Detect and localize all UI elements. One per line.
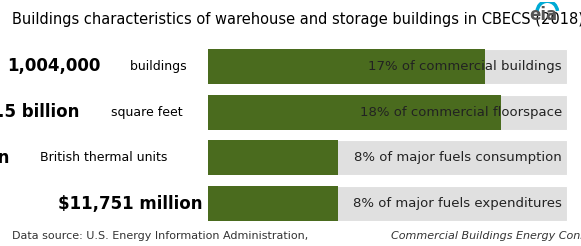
- Bar: [208, 84, 566, 89]
- Bar: [208, 140, 566, 175]
- Text: square feet: square feet: [107, 106, 182, 119]
- Text: Commercial Buildings Energy Consumption Survey: Commercial Buildings Energy Consumption …: [390, 231, 581, 241]
- Text: eia: eia: [529, 6, 557, 24]
- Bar: [208, 186, 566, 221]
- Bar: [208, 140, 338, 175]
- Bar: [208, 95, 501, 130]
- Bar: [208, 49, 485, 84]
- Text: 8% of major fuels expenditures: 8% of major fuels expenditures: [353, 197, 562, 210]
- Bar: [208, 95, 566, 130]
- Text: 18% of commercial floorspace: 18% of commercial floorspace: [360, 106, 562, 119]
- Bar: [208, 186, 338, 221]
- Text: Data source: U.S. Energy Information Administration,: Data source: U.S. Energy Information Adm…: [12, 231, 311, 241]
- Bar: [208, 49, 566, 84]
- Text: buildings: buildings: [125, 60, 186, 73]
- Text: 17.5 billion: 17.5 billion: [0, 103, 79, 121]
- Text: 528 trillion: 528 trillion: [0, 149, 9, 167]
- Text: British thermal units: British thermal units: [36, 152, 167, 165]
- Text: $11,751 million: $11,751 million: [58, 195, 202, 213]
- Text: 8% of major fuels consumption: 8% of major fuels consumption: [354, 152, 562, 165]
- Text: 17% of commercial buildings: 17% of commercial buildings: [368, 60, 562, 73]
- Text: 1,004,000: 1,004,000: [8, 57, 101, 75]
- Bar: [208, 175, 566, 180]
- Text: Buildings characteristics of warehouse and storage buildings in CBECS (2018): Buildings characteristics of warehouse a…: [12, 12, 581, 27]
- Bar: [208, 130, 566, 135]
